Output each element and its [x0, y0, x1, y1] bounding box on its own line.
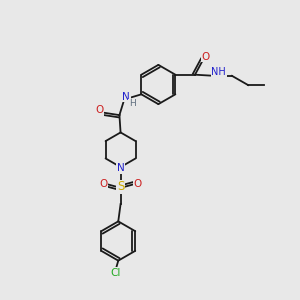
Text: N: N: [117, 163, 124, 173]
Text: N: N: [122, 92, 130, 102]
Text: S: S: [117, 180, 124, 193]
Text: O: O: [202, 52, 210, 62]
Text: H: H: [129, 99, 136, 108]
Text: Cl: Cl: [110, 268, 121, 278]
Text: NH: NH: [212, 68, 226, 77]
Text: O: O: [99, 179, 107, 189]
Text: O: O: [96, 106, 104, 116]
Text: O: O: [134, 179, 142, 189]
